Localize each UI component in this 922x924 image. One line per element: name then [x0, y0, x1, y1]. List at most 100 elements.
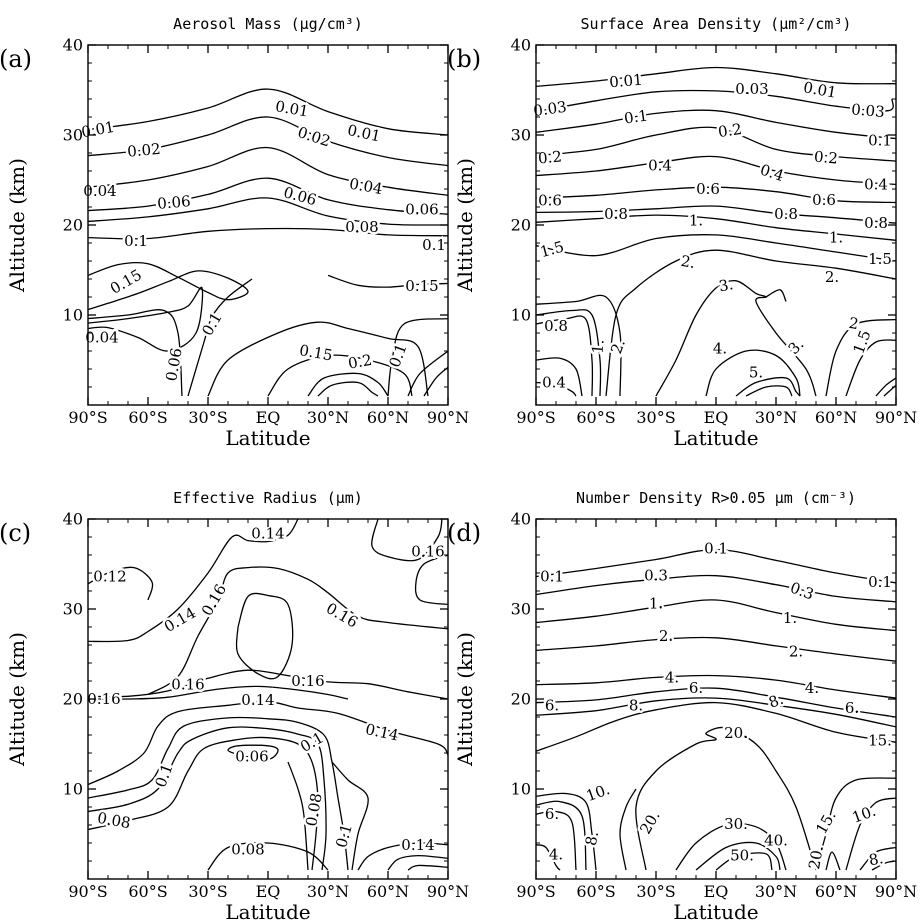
contour-line [371, 519, 443, 562]
panel-b: 0.01 0.03 0.010.03 0.030.10.2 0.10.2 0.20.4 0.… [447, 15, 917, 450]
contour-line [619, 788, 637, 871]
contour-label: 0.6 [696, 180, 720, 198]
contour-label: 6. [845, 699, 859, 717]
contour-line [536, 186, 896, 204]
x-tick-label: 60°N [367, 408, 409, 427]
contour-lines [536, 548, 896, 871]
contour-line [287, 761, 309, 871]
contour-line [227, 744, 279, 760]
contour-line [407, 350, 448, 397]
contour-label: 1. [588, 339, 607, 355]
contour-label: 0.14 [241, 691, 274, 709]
contour-line [883, 384, 896, 397]
contour-line [735, 376, 801, 397]
contour-line [815, 777, 896, 871]
contour-line [88, 116, 448, 167]
contour-label: 0.2 [347, 351, 374, 373]
x-tick-label: EQ [256, 408, 281, 427]
contour-line [387, 854, 448, 871]
y-axis-label: Altitude (km) [5, 158, 29, 293]
x-tick-label: EQ [256, 882, 281, 901]
x-tick-label: 90°S [68, 882, 107, 901]
panel-label: (d) [447, 519, 481, 547]
x-tick-label: 60°N [815, 408, 857, 427]
contour-label: 1. [649, 595, 663, 613]
contour-label: 0.08 [302, 792, 326, 828]
contour-line [536, 205, 896, 224]
contour-label: 0.4 [648, 157, 672, 175]
contour-label: 2. [825, 268, 839, 286]
contour-line [147, 566, 448, 696]
x-tick-label: 60°N [815, 882, 857, 901]
contour-line [88, 286, 204, 352]
panel-d: 0.1 0.1 0.1 0.3 0.3 1. 1. 2. 2. 4. 4. 6. 6. 6. 8. 8. 20.… [447, 489, 917, 924]
contour-line [536, 357, 583, 397]
contour-label: 0.03 [851, 100, 886, 121]
contour-line [635, 726, 817, 871]
x-tick-label: 30°S [636, 408, 675, 427]
x-tick-label: 90°N [427, 882, 469, 901]
contour-line [536, 155, 896, 186]
x-axis-label: Latitude [225, 426, 310, 450]
contour-label: 1. [829, 229, 843, 247]
contour-label: 15. [868, 731, 892, 749]
contour-label: 0.3 [644, 567, 668, 585]
contour-line [387, 317, 448, 397]
contour-label: 1. [783, 609, 797, 627]
plot-frame [535, 518, 897, 880]
contour-label: 20. [636, 807, 664, 837]
contour-line [536, 109, 896, 140]
contour-label: 0.14 [161, 604, 199, 636]
y-tick-label: 10 [63, 780, 83, 799]
x-tick-label: 90°N [427, 408, 469, 427]
y-tick-label: 20 [511, 216, 531, 235]
y-tick-label: 40 [63, 36, 83, 55]
panel-label: (c) [0, 519, 31, 547]
contour-label: 15. [812, 807, 840, 837]
contour-line [536, 89, 894, 113]
y-tick-label: 40 [511, 36, 531, 55]
contour-line [88, 701, 448, 786]
x-tick-label: 90°S [516, 882, 555, 901]
contour-label: 10. [584, 780, 613, 805]
contour-label: 0.14 [401, 836, 434, 854]
contour-line [357, 842, 448, 871]
y-tick-label: 20 [511, 690, 531, 709]
contour-line [536, 548, 896, 584]
contour-line [88, 177, 448, 215]
contour-line [88, 88, 448, 136]
x-axis-label: Latitude [225, 900, 310, 924]
contour-label: 0.04 [83, 182, 116, 200]
contour-label: 0.16 [291, 672, 324, 690]
x-tick-label: EQ [704, 408, 729, 427]
x-tick-label: 30°S [188, 408, 227, 427]
x-axis-label: Latitude [673, 426, 758, 450]
contour-label: 0.1 [198, 309, 226, 339]
y-tick-label: 10 [511, 780, 531, 799]
contour-line [207, 842, 329, 871]
contour-line [88, 669, 448, 700]
contour-line [536, 381, 577, 397]
x-tick-label: 60°S [576, 408, 615, 427]
y-tick-label: 30 [63, 126, 83, 145]
contour-label: 0.02 [127, 140, 162, 161]
contour-line [88, 519, 299, 643]
contour-label: 8. [629, 696, 643, 714]
panel-c: 0.140.160.120.16 0.160.140.160.16 0.160.14… [0, 489, 469, 924]
panel-label: (b) [447, 45, 481, 73]
panel-title: Number Density R>0.05 μm (cm⁻³) [576, 489, 856, 507]
contour-line [536, 214, 896, 241]
x-tick-label: 60°S [128, 408, 167, 427]
panel-title: Aerosol Mass (μg/cm³) [173, 15, 363, 33]
contour-line [536, 309, 602, 397]
contour-label: 0.8 [544, 317, 568, 335]
panel-label: (a) [0, 45, 32, 73]
contour-label: 50. [730, 847, 754, 865]
contour-label: 8. [766, 690, 786, 712]
contour-line [235, 592, 294, 680]
contour-line [536, 636, 896, 662]
contour-label: 0.4 [864, 176, 888, 194]
y-tick-label: 40 [511, 510, 531, 529]
contour-line [845, 797, 896, 871]
